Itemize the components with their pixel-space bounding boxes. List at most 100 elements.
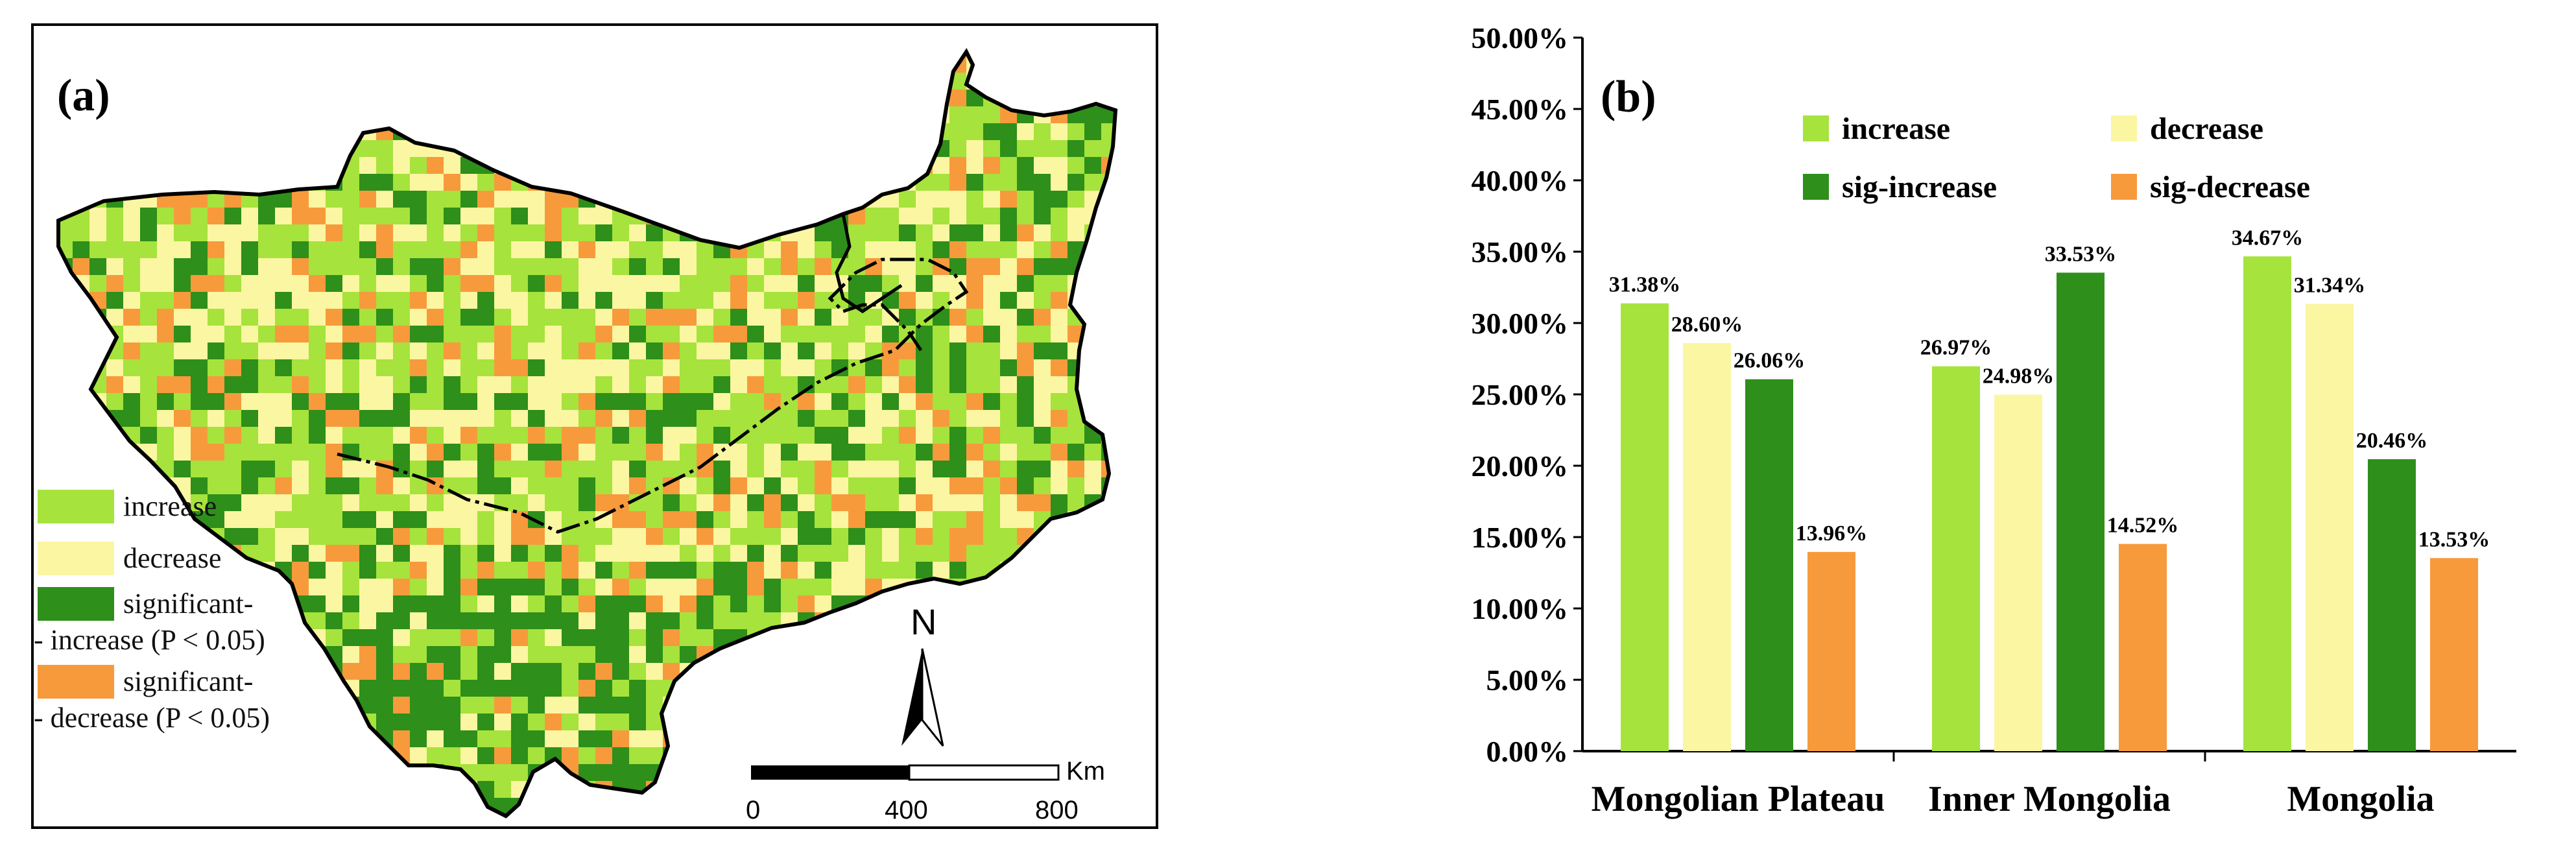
map-cell	[359, 140, 376, 157]
map-cell	[966, 208, 983, 224]
map-cell	[494, 528, 511, 545]
map-cell	[1034, 477, 1051, 494]
map-cell	[326, 208, 342, 224]
legend-item-increase: increase	[34, 483, 306, 529]
map-cell	[983, 376, 1000, 393]
map-cell	[882, 427, 899, 444]
map-cell	[646, 646, 663, 663]
map-cell	[528, 427, 545, 444]
map-cell	[916, 562, 933, 579]
map-cell	[545, 444, 562, 461]
map-cell	[511, 562, 528, 579]
map-cell	[545, 393, 562, 410]
map-cell	[764, 326, 781, 342]
map-cell	[578, 511, 595, 528]
map-cell	[123, 292, 140, 309]
map-cell	[1017, 410, 1034, 427]
map-cell	[342, 191, 359, 208]
map-cell	[680, 258, 697, 275]
map-cell	[477, 427, 494, 444]
map-cell	[123, 326, 140, 342]
category-label: Mongolia	[2287, 779, 2434, 819]
legend-label-increase: increase	[123, 490, 217, 522]
y-tick-label: 5.00%	[1486, 664, 1569, 697]
map-cell	[174, 359, 191, 376]
map-cell	[410, 646, 427, 663]
category-label: Mongolian Plateau	[1592, 779, 1885, 819]
map-cell	[444, 292, 460, 309]
map-cell	[275, 275, 292, 292]
y-tick-label: 25.00%	[1472, 378, 1569, 411]
map-cell	[680, 393, 697, 410]
legend-item-sig-increase: significant- - increase (P < 0.05)	[34, 581, 306, 658]
map-cell	[477, 697, 494, 714]
map-cell	[747, 545, 764, 562]
map-cell	[966, 461, 983, 477]
map-cell	[612, 747, 629, 764]
map-cell	[1067, 427, 1084, 444]
map-cell	[562, 477, 578, 494]
map-cell	[781, 241, 798, 258]
map-cell	[764, 595, 781, 612]
map-cell	[612, 680, 629, 697]
map-cell	[1000, 174, 1017, 191]
map-cell	[865, 376, 882, 393]
map-cell	[494, 646, 511, 663]
map-cell	[831, 511, 848, 528]
map-cell	[713, 359, 730, 376]
map-cell	[174, 208, 191, 224]
map-cell	[511, 292, 528, 309]
map-cell	[477, 477, 494, 494]
map-cell	[612, 477, 629, 494]
map-cell	[140, 241, 157, 258]
map-cell	[798, 562, 815, 579]
map-cell	[646, 612, 663, 629]
map-cell	[258, 309, 275, 326]
map-cell	[578, 579, 595, 595]
map-cell	[224, 477, 241, 494]
map-cell	[427, 562, 444, 579]
map-cell	[1051, 292, 1067, 309]
map-cell	[966, 224, 983, 241]
map-cell	[1017, 191, 1034, 208]
map-cell	[545, 477, 562, 494]
map-cell	[393, 680, 410, 697]
map-cell	[359, 528, 376, 545]
map-cell	[342, 208, 359, 224]
map-cell	[865, 562, 882, 579]
map-cell	[393, 714, 410, 730]
map-cell	[528, 444, 545, 461]
map-cell	[123, 258, 140, 275]
map-cell	[545, 224, 562, 241]
map-cell	[511, 376, 528, 393]
map-cell	[528, 258, 545, 275]
map-cell	[292, 494, 309, 511]
map-cell	[545, 191, 562, 208]
map-cell	[916, 359, 933, 376]
map-cell	[460, 393, 477, 410]
map-cell	[393, 258, 410, 275]
map-cell	[1017, 275, 1034, 292]
map-cell	[342, 275, 359, 292]
map-cell	[680, 309, 697, 326]
map-cell	[663, 461, 680, 477]
map-cell	[444, 663, 460, 680]
map-cell	[444, 545, 460, 562]
map-cell	[831, 461, 848, 477]
map-cell	[444, 730, 460, 747]
map-cell	[629, 292, 646, 309]
map-cell	[680, 477, 697, 494]
map-cell	[595, 612, 612, 629]
map-cell	[427, 747, 444, 764]
map-cell	[831, 410, 848, 427]
map-cell	[444, 224, 460, 241]
map-cell	[966, 444, 983, 461]
map-cell	[848, 579, 865, 595]
map-cell	[578, 359, 595, 376]
map-cell	[309, 579, 326, 595]
map-cell	[747, 342, 764, 359]
map-cell	[578, 309, 595, 326]
map-cell	[916, 275, 933, 292]
map-cell	[697, 511, 713, 528]
map-cell	[342, 393, 359, 410]
